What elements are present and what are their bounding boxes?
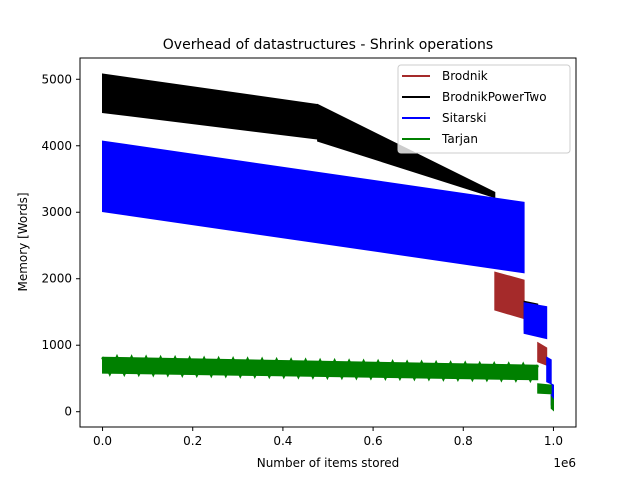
legend-label-brodnikpowertwo: BrodnikPowerTwo bbox=[442, 90, 547, 104]
y-tick-label: 1000 bbox=[41, 338, 72, 352]
x-axis-label: Number of items stored bbox=[257, 456, 400, 470]
y-tick-label: 0 bbox=[64, 405, 72, 419]
x-tick-label: 0.0 bbox=[93, 434, 112, 448]
x-tick-label: 1.0 bbox=[544, 434, 563, 448]
legend-label-sitarski: Sitarski bbox=[442, 111, 486, 125]
legend-box bbox=[397, 64, 571, 154]
legend-label-brodnik: Brodnik bbox=[442, 69, 488, 83]
series-brodnik-band-0 bbox=[494, 271, 525, 320]
legend-label-tarjan: Tarjan bbox=[441, 132, 478, 146]
x-tick-label: 0.2 bbox=[183, 434, 202, 448]
axes-frame bbox=[79, 57, 577, 428]
plot-area bbox=[101, 73, 554, 412]
x-tick-label: 0.8 bbox=[454, 434, 473, 448]
x-tick-label: 0.6 bbox=[364, 434, 383, 448]
axes: 0.0 0.2 0.4 0.6 0.8 1.0 0 1000 2000 3000 4000 5000 bbox=[41, 57, 577, 448]
series-tarjan-band-1 bbox=[537, 383, 552, 395]
series-tarjan-band-2 bbox=[550, 394, 554, 412]
series-sitarski-band-2 bbox=[546, 356, 552, 385]
legend: Brodnik BrodnikPowerTwo Sitarski Tarjan bbox=[397, 64, 571, 154]
series-sitarski-band-1 bbox=[523, 302, 548, 340]
series-tarjan-oscillation bbox=[101, 353, 540, 384]
y-tick-label: 4000 bbox=[41, 139, 72, 153]
y-tick-label: 2000 bbox=[41, 272, 72, 286]
y-tick-label: 3000 bbox=[41, 205, 72, 219]
x-tick-label: 0.4 bbox=[273, 434, 292, 448]
y-tick-label: 5000 bbox=[41, 72, 72, 86]
chart-title: Overhead of datastructures - Shrink oper… bbox=[163, 37, 493, 53]
series-sitarski-band-0 bbox=[102, 140, 525, 274]
x-axis-offset-label: 1e6 bbox=[553, 456, 576, 470]
y-axis-label: Memory [Words] bbox=[16, 192, 30, 291]
